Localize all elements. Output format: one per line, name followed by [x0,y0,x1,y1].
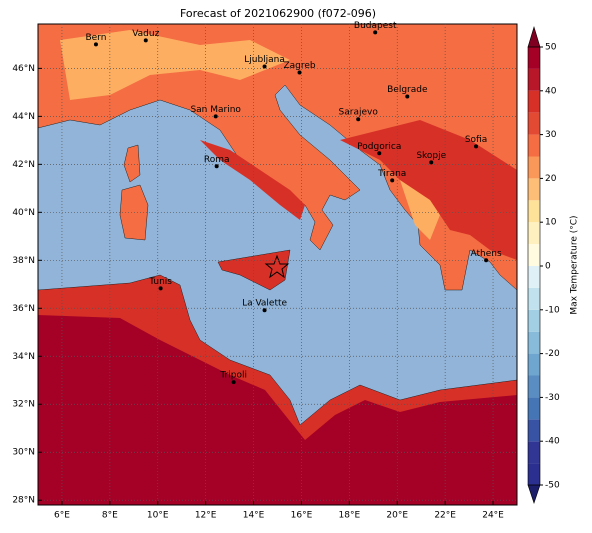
city-label: Podgorica [357,142,401,152]
x-tick-label: 12°E [195,511,217,521]
city-dot [214,164,219,169]
x-tick-label: 8°E [102,511,118,521]
city-label: Tripoli [219,371,247,381]
italy-warm [200,140,305,220]
x-tick-label: 20°E [386,511,408,521]
city-dot [158,286,163,291]
city-dot [377,151,382,156]
corsica [123,144,141,183]
colorbar-band [528,68,540,91]
colorbar-band [528,47,540,69]
x-tick-label: 22°E [434,511,456,521]
x-tick-label: 6°E [54,511,70,521]
colorbar-band [528,441,540,464]
city-label: La Valette [242,299,287,309]
city-label: Zagreb [283,61,315,71]
map-frame [37,23,518,506]
y-tick-label: 44°N [12,112,35,122]
city-dot [390,178,395,183]
colorbar-tick-label: -20 [545,349,560,359]
x-tick-label: 18°E [339,511,361,521]
y-tick-label: 40°N [12,208,35,218]
city-dot [262,64,267,69]
colorbar-band [528,463,540,485]
city-label: Sarajevo [339,108,379,118]
colorbar-tick-label: 50 [545,43,557,53]
city-label: Roma [204,155,230,165]
x-tick-label: 10°E [147,511,169,521]
colorbar-band [528,353,540,376]
city-label: Skopje [416,151,446,161]
balkans-warm [340,120,517,260]
y-tick-label: 36°N [12,304,35,314]
colorbar-band [528,200,540,223]
city-dot [297,70,302,75]
colorbar-band [528,331,540,354]
colorbar-band [528,90,540,113]
colorbar-tick-label: -10 [545,305,560,315]
city-label: Bern [85,33,106,43]
city-dot [262,308,267,313]
x-tick-label: 24°E [482,511,504,521]
y-tick-label: 28°N [12,496,35,506]
x-tick-label: 16°E [291,511,313,521]
africa-hot [38,315,517,505]
y-tick-label: 32°N [12,400,35,410]
city-dot [429,160,434,165]
city-label: San Marino [190,105,241,115]
city-label: Ljubljana [244,55,285,65]
colorbar-tick-label: -40 [545,437,560,447]
city-dot [373,30,378,35]
colorbar-tick-label: 40 [545,86,557,96]
colorbar-under [527,484,541,504]
colorbar-band [528,156,540,179]
city-label: Tirana [377,169,406,179]
city-label: Vaduz [132,29,159,39]
colorbar-label: Max Temperature (°C) [570,215,580,314]
city-dot [143,38,148,43]
colorbar-tick-label: -30 [545,393,560,403]
city-label: Athens [471,249,502,259]
colorbar-tick-label: -50 [545,481,560,491]
y-tick-label: 30°N [12,448,35,458]
colorbar-band [528,266,540,288]
star-marker [264,254,290,279]
city-label: Tunis [148,277,172,287]
city-dot [474,144,479,149]
colorbar-band [528,134,540,157]
colorbar-band [528,287,540,310]
balkans-cooler [400,180,440,240]
colorbar-over [527,25,541,48]
colorbar-band [528,419,540,442]
city-dot [356,117,361,122]
colorbar-band [528,397,540,420]
colorbar-band [528,112,540,135]
colorbar-band [528,244,540,266]
city-dot [231,380,236,385]
colorbar-tick-label: 0 [545,262,551,272]
y-tick-label: 38°N [12,256,35,266]
alps-cooler [60,30,290,100]
colorbar-band [528,222,540,245]
city-dot [484,258,489,263]
colorbar-band [528,375,540,398]
city-dot [93,42,98,47]
city-dot [405,94,410,99]
city-label: Budapest [354,21,397,31]
y-tick-label: 46°N [12,64,35,74]
colorbar-tick-label: 20 [545,174,557,184]
colorbar-band [528,309,540,332]
city-dot [213,114,218,119]
colorbar-tick-label: 10 [545,218,557,228]
colorbar-tick-label: 30 [545,130,557,140]
x-tick-label: 14°E [243,511,265,521]
y-tick-label: 34°N [12,352,35,362]
y-tick-label: 42°N [12,160,35,170]
colorbar-band [528,178,540,201]
city-label: Sofia [465,135,487,145]
title: Forecast of 2021062900 (f072-096) [180,7,376,20]
city-label: Belgrade [387,85,428,95]
